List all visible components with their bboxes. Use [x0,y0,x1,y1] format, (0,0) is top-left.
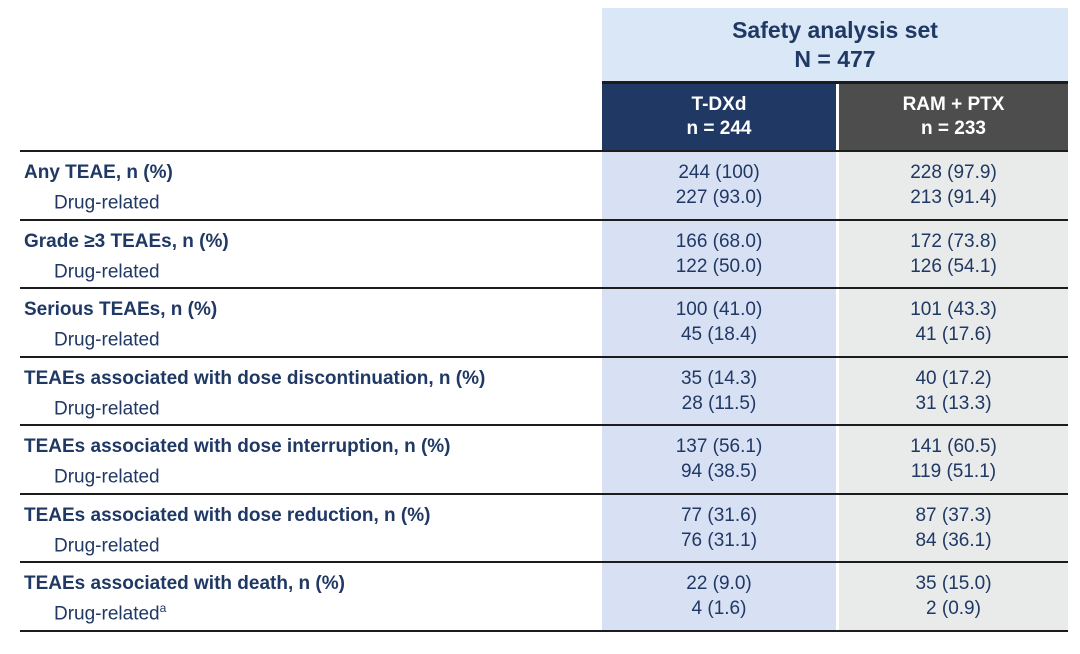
row-sublabel: Drug-relateda [54,601,167,625]
row-label-cell: Serious TEAEs, n (%) Drug-related [20,289,602,356]
tdxd-value-cell: 77 (31.6) 76 (31.1) [602,494,836,561]
tdxd-value: 35 (14.3) [680,367,758,389]
tdxd-sub-value: 28 (11.5) [681,392,757,414]
ram-ptx-n: n = 233 [921,118,986,139]
ram-value: 40 (17.2) [915,367,992,389]
ram-sub-value: 41 (17.6) [915,324,992,345]
tdxd-sub-value: 227 (93.0) [675,187,763,208]
ram-value-cell: 87 (37.3) 84 (36.1) [839,494,1068,561]
safety-table: Safety analysis set N = 477 T-DXd n = 24… [20,8,1068,632]
tdxd-column-header: T-DXd n = 244 [602,84,836,150]
row-label: TEAEs associated with death, n (%) [24,573,345,594]
tdxd-n: n = 244 [686,118,752,139]
ram-sub-value: 119 (51.1) [910,461,997,482]
tdxd-label: T-DXd [691,94,747,115]
ram-sub-value: 213 (91.4) [910,187,997,208]
tdxd-value-cell: 166 (68.0) 122 (50.0) [602,220,836,287]
column-header-row: T-DXd n = 244 RAM + PTX n = 233 [20,81,1068,150]
table-row-grade3-teaes: Grade ≥3 TEAEs, n (%) Drug-related 166 (… [20,218,1068,287]
row-label: Grade ≥3 TEAEs, n (%) [24,230,229,252]
ram-ptx-column-header: RAM + PTX n = 233 [839,84,1068,150]
set-n: N = 477 [794,45,876,72]
ram-value-cell: 141 (60.5) 119 (51.1) [839,426,1068,493]
ram-ptx-label: RAM + PTX [902,94,1005,115]
row-sublabel: Drug-related [54,192,160,214]
row-sublabel: Drug-related [54,260,160,282]
tdxd-sub-value: 122 (50.0) [675,255,763,277]
table-row-dose-reduction: TEAEs associated with dose reduction, n … [20,492,1068,561]
ram-value-cell: 101 (43.3) 41 (17.6) [839,289,1068,356]
tdxd-sub-value: 45 (18.4) [680,324,758,345]
ram-value: 101 (43.3) [910,299,997,320]
row-label-cell: TEAEs associated with dose reduction, n … [20,494,602,561]
column-divider [836,152,839,219]
tdxd-value: 244 (100) [678,162,760,183]
table-row-dose-interruption: TEAEs associated with dose interruption,… [20,424,1068,493]
row-label: Any TEAE, n (%) [24,162,173,183]
ram-value: 228 (97.9) [910,162,997,183]
ram-value: 35 (15.0) [915,573,992,594]
tdxd-value-cell: 137 (56.1) 94 (38.5) [602,426,836,493]
table-row-any-teae: Any TEAE, n (%) Drug-related 244 (100) 2… [20,150,1068,219]
table-bottom-rule [20,629,1068,632]
ram-value-cell: 228 (97.9) 213 (91.4) [839,152,1068,219]
header-spacer [20,8,602,81]
tdxd-value-cell: 244 (100) 227 (93.0) [602,152,836,219]
table-row-serious-teaes: Serious TEAEs, n (%) Drug-related 100 (4… [20,287,1068,356]
row-label-cell: TEAEs associated with dose discontinuati… [20,357,602,424]
column-divider [836,357,839,424]
ram-sub-value: 31 (13.3) [915,392,992,414]
column-divider [836,84,839,150]
ram-sub-value: 126 (54.1) [910,255,997,277]
row-label-cell: Grade ≥3 TEAEs, n (%) Drug-related [20,220,602,287]
tdxd-sub-value: 4 (1.6) [691,598,747,619]
table-row-dose-discontinuation: TEAEs associated with dose discontinuati… [20,355,1068,424]
row-label: TEAEs associated with dose interruption,… [24,436,451,457]
ram-value-cell: 172 (73.8) 126 (54.1) [839,220,1068,287]
tdxd-value-cell: 22 (9.0) 4 (1.6) [602,563,836,630]
table-header-band-row: Safety analysis set N = 477 [20,8,1068,81]
header-spacer [20,81,602,150]
safety-analysis-set-header: Safety analysis set N = 477 [602,8,1068,81]
tdxd-sub-value: 94 (38.5) [680,461,758,482]
row-label: TEAEs associated with dose reduction, n … [24,504,431,526]
footnote-marker: a [159,601,167,615]
ram-sub-value: 2 (0.9) [926,598,981,619]
column-divider [836,494,839,561]
column-divider [836,563,839,630]
ram-value: 172 (73.8) [910,230,997,252]
row-sublabel: Drug-related [54,397,160,419]
tdxd-value-cell: 35 (14.3) 28 (11.5) [602,357,836,424]
row-sublabel: Drug-related [54,534,160,556]
tdxd-value: 137 (56.1) [675,436,763,457]
column-header-cells: T-DXd n = 244 RAM + PTX n = 233 [602,81,1068,150]
ram-value: 87 (37.3) [915,504,992,526]
tdxd-value-cell: 100 (41.0) 45 (18.4) [602,289,836,356]
column-divider [836,426,839,493]
row-label: TEAEs associated with dose discontinuati… [24,367,486,389]
tdxd-sub-value: 76 (31.1) [680,529,758,551]
ram-value-cell: 40 (17.2) 31 (13.3) [839,357,1068,424]
row-sublabel: Drug-related [54,329,160,351]
row-label-cell: TEAEs associated with dose interruption,… [20,426,602,493]
set-title: Safety analysis set [732,16,938,43]
column-divider [836,220,839,287]
row-sublabel: Drug-related [54,466,160,488]
ram-value: 141 (60.5) [910,436,997,457]
column-divider [836,289,839,356]
row-label: Serious TEAEs, n (%) [24,299,218,320]
tdxd-value: 166 (68.0) [675,230,763,252]
table-row-death: TEAEs associated with death, n (%) Drug-… [20,561,1068,630]
tdxd-value: 22 (9.0) [686,573,752,594]
row-label-cell: TEAEs associated with death, n (%) Drug-… [20,563,602,630]
tdxd-value: 100 (41.0) [675,299,763,320]
ram-value-cell: 35 (15.0) 2 (0.9) [839,563,1068,630]
row-label-cell: Any TEAE, n (%) Drug-related [20,152,602,219]
tdxd-value: 77 (31.6) [680,504,758,526]
ram-sub-value: 84 (36.1) [915,529,992,551]
